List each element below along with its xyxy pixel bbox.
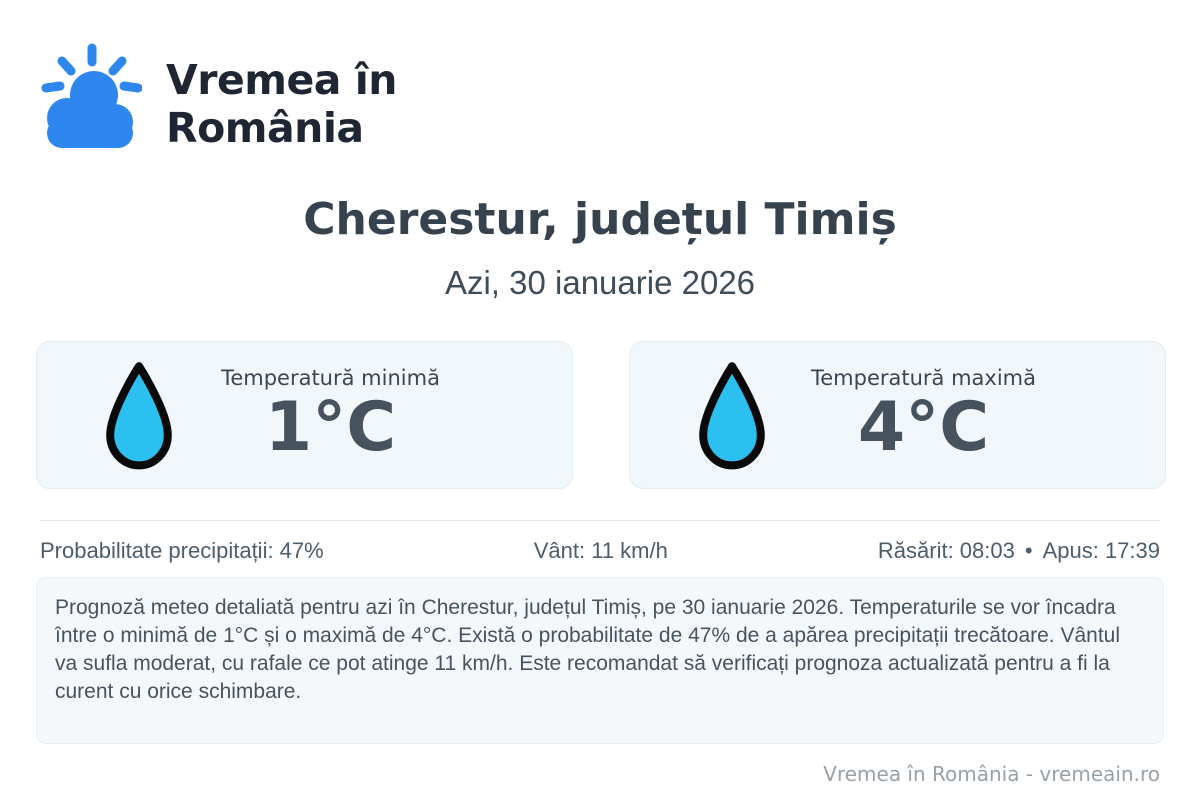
min-temperature-label: Temperatură minimă: [221, 366, 440, 390]
water-drop-icon: [699, 362, 765, 470]
max-temperature-text: Temperatură maximă 4°C: [772, 366, 1165, 464]
site-logo-text: Vremea în România: [166, 56, 397, 152]
sun-cloud-icon: [41, 43, 142, 148]
water-drop-icon: [106, 362, 172, 470]
max-temperature-value: 4°C: [857, 388, 990, 467]
logo-line-1: Vremea în: [166, 56, 397, 104]
min-temperature-text: Temperatură minimă 1°C: [179, 366, 572, 464]
sunset-stat: Apus: 17:39: [1042, 538, 1160, 563]
sun-times-stat: Răsărit: 08:03 • Apus: 17:39: [878, 538, 1160, 564]
stats-divider: [40, 520, 1160, 521]
page-title: Cherestur, județul Timiș: [303, 194, 897, 245]
bullet-separator: •: [1024, 538, 1033, 563]
min-temperature-value: 1°C: [264, 388, 397, 467]
max-temperature-card: Temperatură maximă 4°C: [629, 341, 1166, 489]
sunrise-stat: Răsărit: 08:03: [877, 538, 1015, 563]
stats-row: Probabilitate precipitații: 47% Vânt: 11…: [40, 538, 1160, 564]
logo-line-2: România: [166, 104, 364, 152]
forecast-text-box: Prognoză meteo detaliată pentru azi în C…: [36, 577, 1164, 744]
temperature-cards: Temperatură minimă 1°C Temperatură maxim…: [36, 341, 1166, 489]
min-temperature-card: Temperatură minimă 1°C: [36, 341, 573, 489]
wind-stat: Vânt: 11 km/h: [533, 538, 668, 563]
date-subtitle: Azi, 30 ianuarie 2026: [444, 264, 756, 301]
site-logo[interactable]: Vremea în România: [38, 42, 397, 162]
max-temperature-label: Temperatură maximă: [810, 366, 1037, 390]
footer-credit: Vremea în România - vremeain.ro: [823, 762, 1160, 786]
precipitation-stat: Probabilitate precipitații: 47%: [40, 538, 324, 563]
